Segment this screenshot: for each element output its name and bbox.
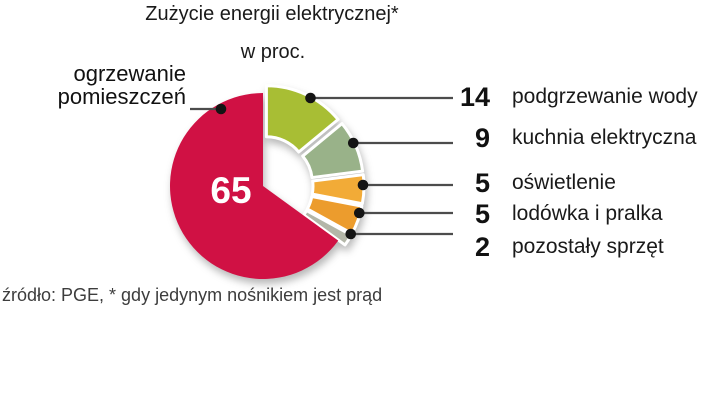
leader-dot-left [215, 103, 227, 115]
legend-row: 5 oświetlenie [418, 168, 616, 198]
legend-row: 5 lodówka i pralka [418, 199, 663, 229]
legend-label: pozostały sprzęt [512, 235, 664, 258]
legend-label: oświetlenie [512, 171, 616, 194]
leader-dot-1 [305, 92, 316, 104]
legend-value: 9 [474, 122, 490, 153]
legend-row: 9 kuchnia elektryczna [418, 123, 696, 153]
legend-value: 5 [474, 167, 490, 198]
pie-slice-1 [264, 84, 340, 154]
legend-row: 2 pozostały sprzęt [418, 232, 664, 262]
slice-value-inside: 65 [210, 170, 251, 211]
chart-subtitle: w proc. [240, 41, 306, 63]
leader-dot-3 [357, 179, 369, 191]
slice-label-ogrzewanie: ogrzewanie pomieszczeń [57, 61, 186, 109]
leader-dot-5 [345, 228, 357, 240]
pie-slices [169, 84, 366, 279]
legend-value: 2 [474, 231, 490, 262]
pie-slice-0 [169, 93, 339, 279]
leader-dot-2 [347, 137, 359, 149]
chart-title: Zużycie energii elektrycznej* [145, 3, 399, 25]
source-note: źródło: PGE, * gdy jedynym nośnikiem jes… [2, 285, 383, 305]
legend-row: 14 podgrzewanie wody [418, 82, 698, 112]
legend-label: podgrzewanie wody [512, 85, 698, 108]
legend-label: lodówka i pralka [512, 202, 663, 225]
legend-value: 14 [459, 81, 490, 112]
legend-label: kuchnia elektryczna [512, 126, 697, 149]
leader-dot-4 [353, 207, 365, 219]
legend-value: 5 [474, 198, 490, 229]
pie-slice-2 [301, 122, 365, 180]
